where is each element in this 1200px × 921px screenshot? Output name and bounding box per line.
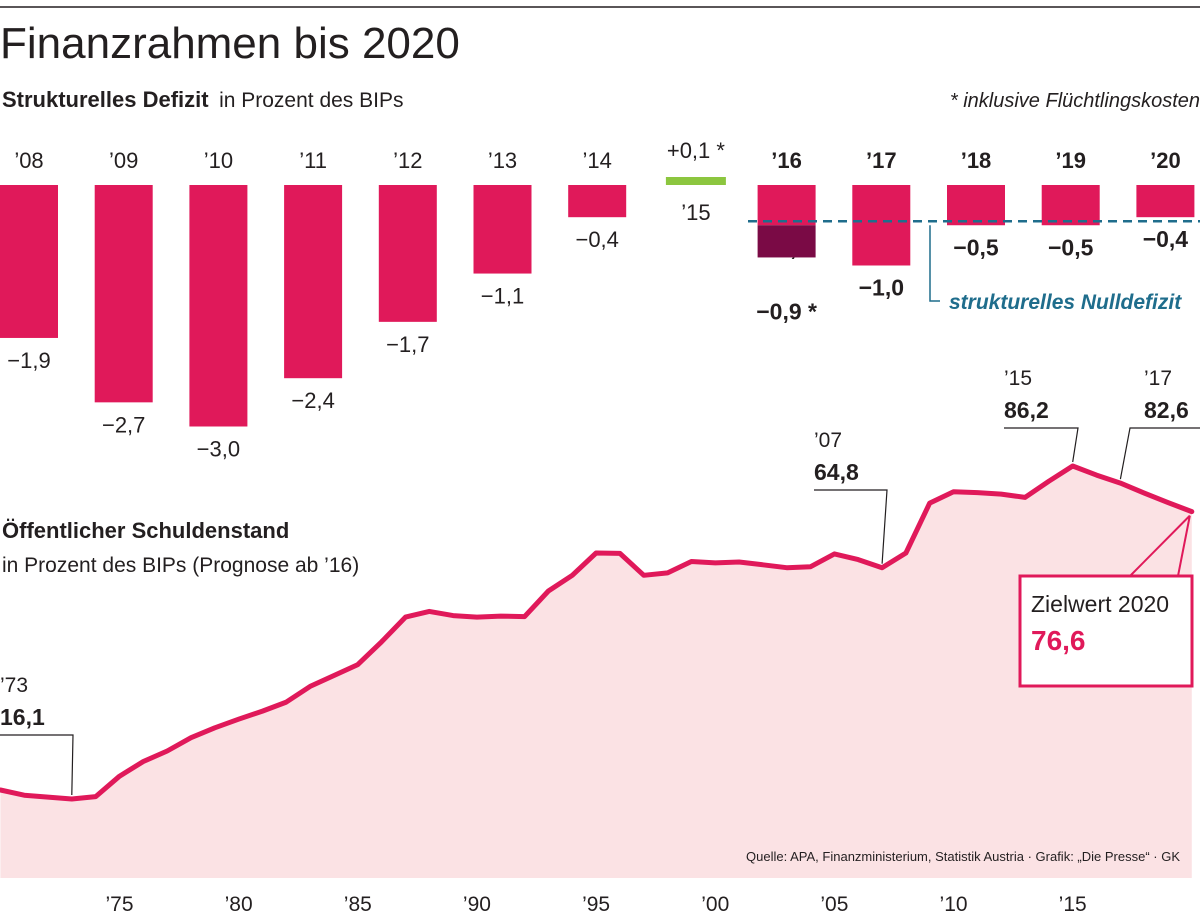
refugee-cost-note: * inklusive Flüchtlingskosten — [950, 90, 1200, 112]
debt-x-tick-label: ’05 — [820, 893, 848, 916]
debt-annotation-leader — [814, 489, 888, 564]
deficit-value-label: −3,0 — [197, 437, 240, 462]
deficit-heading: Strukturelles Defizit in Prozent des BIP… — [2, 87, 404, 112]
debt-x-tick-label: ’85 — [344, 893, 372, 916]
deficit-year-label: ’17 — [866, 148, 897, 173]
debt-line — [0, 463, 1195, 802]
debt-annotation-value: 86,2 — [1004, 397, 1049, 423]
debt-x-tick-label: ’10 — [940, 893, 968, 916]
surplus-year-label: ’15 — [681, 200, 710, 225]
deficit-year-label: ’20 — [1150, 148, 1181, 173]
debt-annotation-year: ’73 — [0, 674, 28, 697]
target-leader — [1129, 514, 1191, 577]
deficit-value-label: −0,5 — [1048, 234, 1094, 260]
deficit-bar — [568, 185, 627, 218]
debt-x-tick-label: ’90 — [463, 893, 491, 916]
target-value: 76,6 — [1031, 625, 1086, 656]
debt-x-tick-label: ’95 — [582, 893, 610, 916]
debt-annotation-value: 82,6 — [1144, 397, 1189, 423]
debt-annotation-leader — [0, 734, 74, 796]
deficit-value-label: −2,7 — [102, 412, 145, 437]
deficit-bar — [757, 185, 816, 226]
deficit-year-label: ’18 — [961, 148, 992, 173]
deficit-year-label: ’14 — [583, 148, 612, 173]
deficit-bar-chart: ’08 −1,9 ’09 −2,7 ’10 −3,0 ’11 −2,4 ’12 −1,7 ’13 −1… — [0, 138, 1200, 462]
debt-x-tick-label: ’75 — [105, 893, 133, 916]
surplus-value-label: +0,1 * — [667, 138, 726, 163]
deficit-bar — [473, 185, 532, 274]
target-box — [1018, 574, 1194, 688]
surplus-bar — [665, 177, 726, 185]
refugee-cost-bar — [757, 225, 816, 258]
debt-annotation-leader — [1119, 427, 1200, 480]
nulldefizit-label: strukturelles Nulldefizit — [949, 291, 1182, 314]
deficit-year-label: ’16 — [771, 148, 802, 173]
debt-title: Öffentlicher Schuldenstand — [2, 518, 289, 543]
debt-annotation-year: ’17 — [1144, 367, 1172, 390]
deficit-year-label: ’08 — [14, 148, 43, 173]
chart-title: Finanzrahmen bis 2020 — [0, 19, 460, 68]
deficit-subtitle: in Prozent des BIPs — [219, 89, 403, 112]
deficit-year-label: ’12 — [393, 148, 422, 173]
debt-annotation-value: 64,8 — [814, 459, 859, 485]
deficit-bar — [947, 185, 1005, 226]
deficit-bar — [852, 185, 911, 266]
nulldefizit-leader — [929, 225, 940, 302]
deficit-value-label: −1,9 — [7, 348, 50, 373]
deficit-year-label: ’13 — [488, 148, 517, 173]
deficit-value-label: −1,0 — [859, 275, 904, 301]
deficit-bar — [94, 185, 153, 403]
deficit-title: Strukturelles Defizit — [2, 87, 209, 112]
deficit-value-label: −1,7 — [386, 332, 429, 357]
source-note: Quelle: APA, Finanzministerium, Statisti… — [746, 849, 1180, 864]
debt-area-fill — [0, 466, 1192, 878]
deficit-value-label: −0,5 — [953, 234, 999, 260]
deficit-value-label: −0,4 — [1143, 226, 1189, 252]
target-label: Zielwert 2020 — [1031, 591, 1169, 617]
deficit-bar — [378, 185, 437, 322]
debt-annotation-year: ’15 — [1004, 367, 1032, 390]
deficit-bar — [1041, 185, 1100, 226]
deficit-year-label: ’10 — [204, 148, 233, 173]
deficit-bar — [189, 185, 248, 427]
debt-x-tick-label: ’00 — [701, 893, 729, 916]
debt-annotation-value: 16,1 — [0, 704, 45, 730]
refugee-cost-value-label: −0,9 * — [756, 298, 817, 324]
debt-annotation-leader — [1004, 427, 1079, 463]
debt-x-tick-label: ’15 — [1059, 893, 1087, 916]
debt-annotation-year: ’07 — [814, 429, 842, 452]
deficit-year-label: ’19 — [1055, 148, 1086, 173]
deficit-bar — [0, 185, 58, 338]
deficit-bar — [284, 185, 343, 379]
debt-subtitle: in Prozent des BIPs (Prognose ab ’16) — [2, 554, 359, 577]
debt-area-chart: ’75 ’80 ’85 ’90 ’95 ’00 ’05 ’10 ’15 ’73 16,1 ’07 64,… — [0, 367, 1200, 916]
deficit-year-label: ’09 — [109, 148, 138, 173]
deficit-value-label: −2,4 — [291, 388, 334, 413]
deficit-value-label: −1,1 — [481, 284, 524, 309]
debt-x-tick-label: ’80 — [225, 893, 253, 916]
deficit-bar — [1136, 185, 1195, 218]
deficit-value-label: −0,4 — [575, 227, 618, 252]
deficit-year-label: ’11 — [299, 148, 327, 173]
